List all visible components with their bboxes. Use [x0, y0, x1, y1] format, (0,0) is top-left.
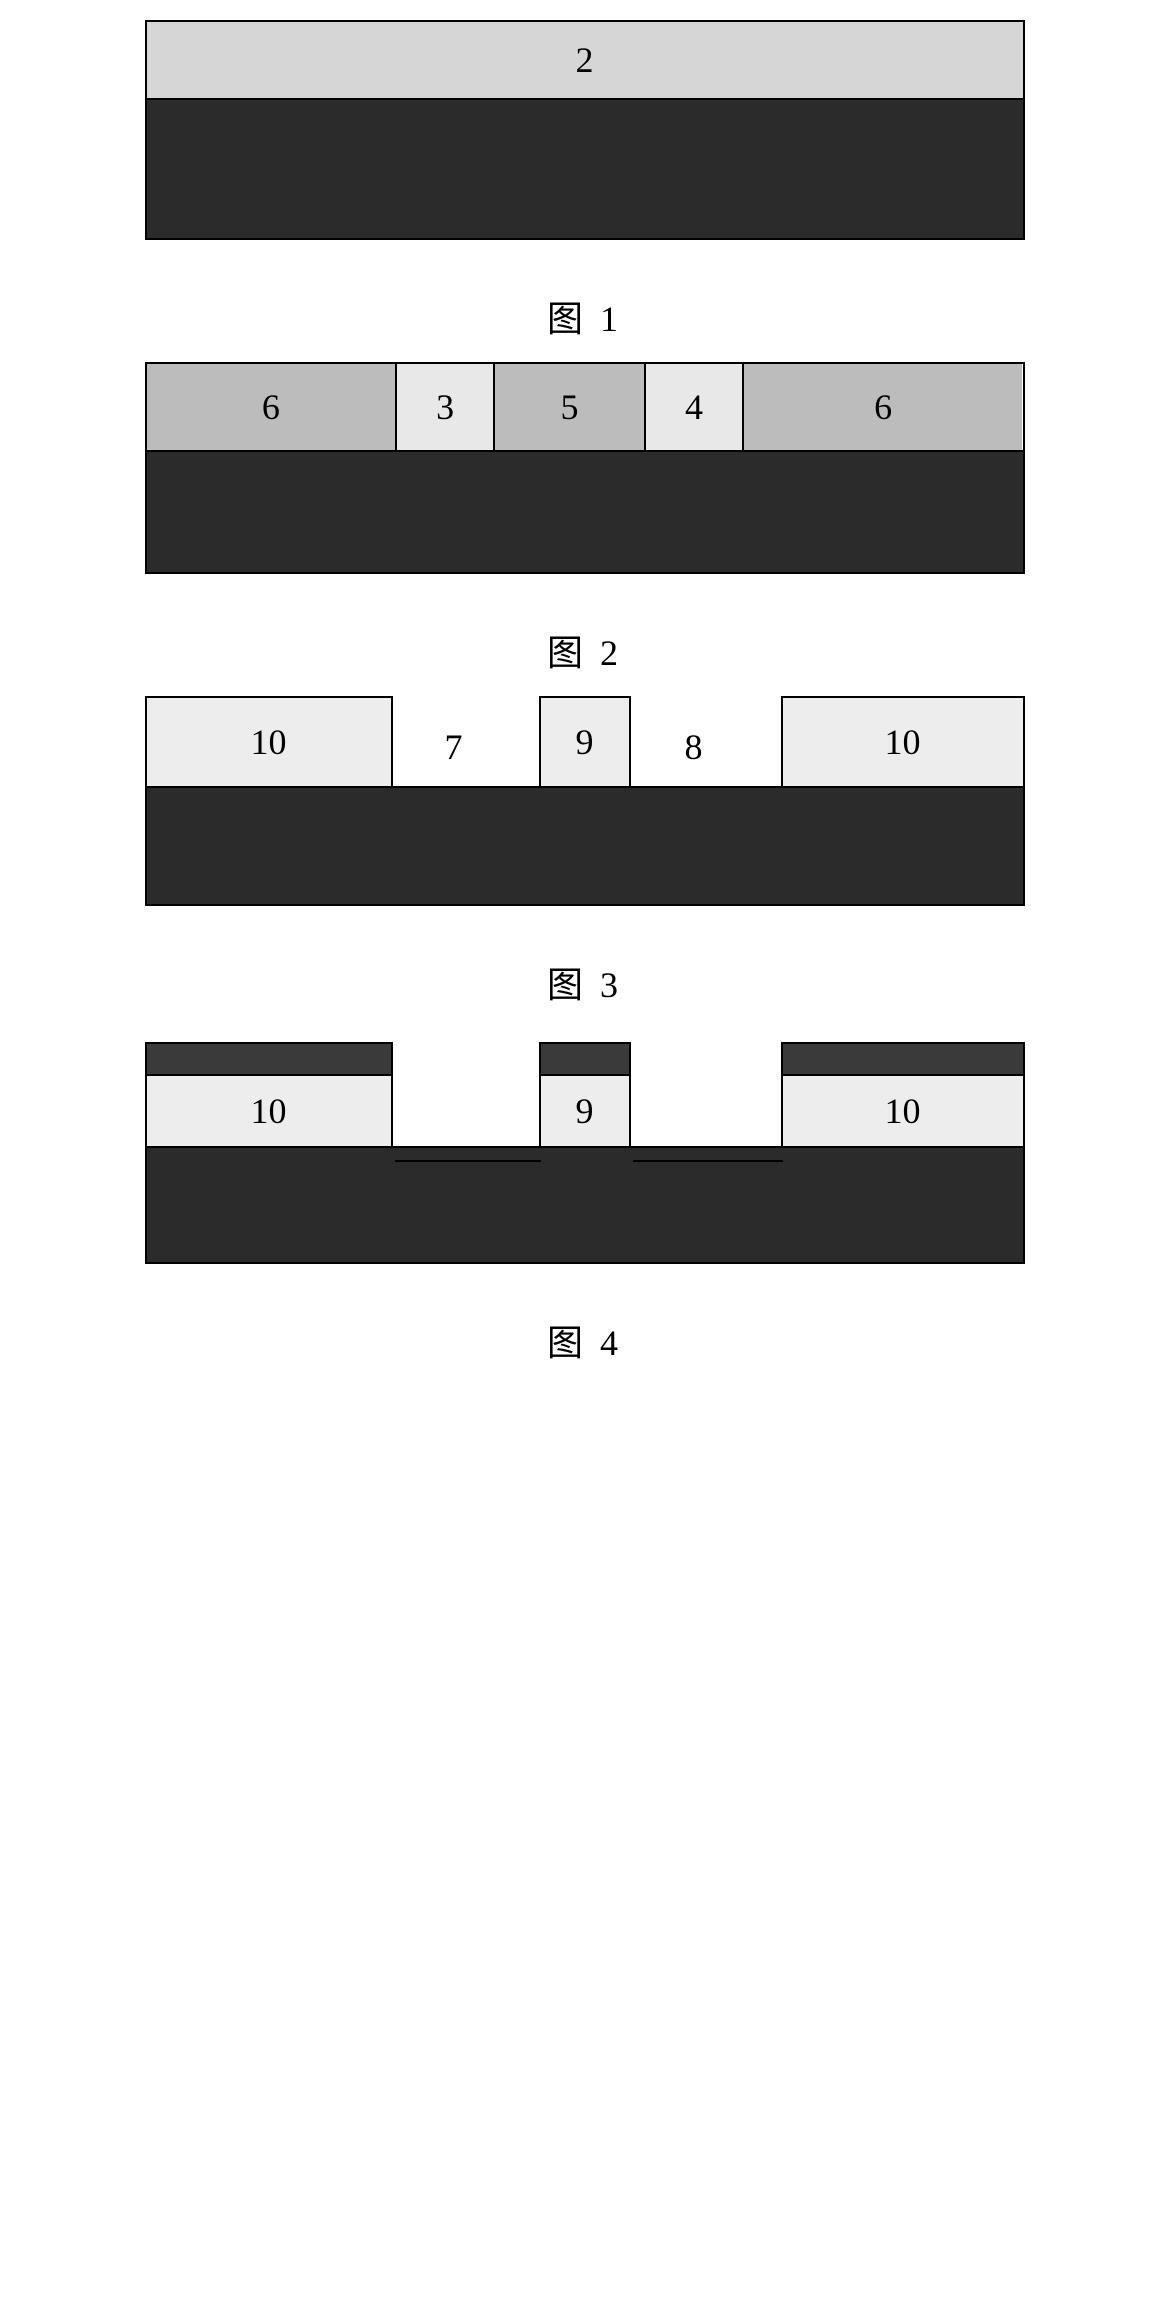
fig4-cap-0 — [145, 1042, 393, 1076]
fig2-region-6-4: 6 — [744, 364, 1023, 450]
fig4-caption: 图 4 — [547, 1314, 622, 1366]
fig4-stack-10-0: 10 — [145, 1042, 393, 1146]
fig3-gap-label-7: 7 — [445, 726, 463, 768]
fig3-caption: 图 3 — [547, 956, 622, 1008]
fig2-region-3-1: 3 — [397, 364, 493, 450]
figure-2: 63546 图 2 — [145, 362, 1025, 696]
fig4-body-10-2: 10 — [781, 1076, 1025, 1146]
fig2-substrate — [147, 452, 1023, 572]
fig4-body-10-0: 10 — [145, 1076, 393, 1146]
fig2-region-5-2: 5 — [495, 364, 644, 450]
fig4-cap-1 — [539, 1042, 631, 1076]
fig4-diagram: 10 9 10 — [145, 1028, 1025, 1264]
figure-4: 10 9 10 图 4 — [145, 1028, 1025, 1386]
fig1-caption: 图 1 — [547, 290, 622, 342]
fig3-substrate — [145, 786, 1025, 906]
fig3-gap-label-8: 8 — [685, 726, 703, 768]
fig1-top-layer: 2 — [147, 22, 1023, 100]
fig2-region-6-0: 6 — [147, 364, 396, 450]
fig1-substrate — [147, 100, 1023, 238]
fig2-caption: 图 2 — [547, 624, 622, 676]
figure-3: 10 9 10 7 8 图 3 — [145, 696, 1025, 1028]
fig3-block-10-0: 10 — [145, 696, 393, 786]
fig3-block-10-2: 10 — [781, 696, 1025, 786]
figure-1: 2 图 1 — [145, 20, 1025, 362]
fig2-region-4-3: 4 — [646, 364, 742, 450]
fig4-body-9-1: 9 — [539, 1076, 631, 1146]
fig4-recess-1 — [633, 1148, 783, 1162]
fig4-cap-2 — [781, 1042, 1025, 1076]
fig4-recess-0 — [395, 1148, 541, 1162]
fig4-substrate — [145, 1146, 1025, 1264]
fig1-diagram: 2 — [145, 20, 1025, 240]
fig3-diagram: 10 9 10 7 8 — [145, 696, 1025, 906]
fig3-block-9-1: 9 — [539, 696, 631, 786]
fig4-stack-10-2: 10 — [781, 1042, 1025, 1146]
fig2-diagram: 63546 — [145, 362, 1025, 574]
fig4-stack-9-1: 9 — [539, 1042, 631, 1146]
